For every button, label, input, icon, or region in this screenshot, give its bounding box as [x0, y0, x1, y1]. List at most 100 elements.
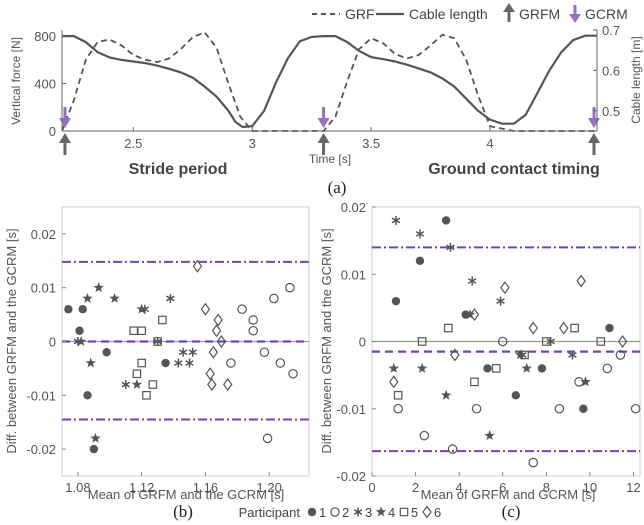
legend-gcrm-label: GCRM — [585, 6, 628, 22]
data-point-p2 — [419, 430, 430, 441]
data-point-p4 — [440, 389, 452, 400]
panel-c-axes: 0 2 4 6 8 10 12 -0.02 -0.01 0 0.01 0.02 — [336, 200, 640, 495]
panel-a-ylabel: Vertical force [N] — [9, 37, 23, 125]
legend-grfm-arrow-icon — [503, 3, 515, 22]
data-point-p1 — [537, 364, 547, 373]
data-point-p2 — [288, 368, 298, 379]
data-point-p1 — [161, 358, 170, 368]
data-point-p2 — [285, 282, 295, 293]
panel-c-xlabel: Mean of GRFM and GCRM [s] — [421, 487, 596, 502]
data-point-p5 — [443, 323, 453, 333]
data-point-p4 — [131, 379, 143, 389]
data-point-p5 — [153, 337, 162, 346]
x-tick-label: 10 — [583, 480, 597, 495]
legend-grfm-label: GRFM — [519, 6, 560, 22]
data-point-p2 — [237, 304, 247, 315]
data-point-p1 — [511, 391, 521, 400]
stride-period-note: Stride period — [129, 161, 228, 178]
data-point-p4 — [514, 349, 526, 360]
y-tick-label: 0 — [49, 335, 56, 350]
legend-marker-open-square — [399, 507, 409, 517]
panel-c-reference-lines — [372, 246, 640, 453]
data-point-p6 — [222, 378, 233, 392]
y-tick-label: -0.01 — [336, 402, 366, 417]
data-point-p5 — [148, 380, 158, 389]
data-point-p1 — [391, 296, 401, 306]
data-point-p2 — [226, 358, 236, 368]
data-point-p5 — [542, 337, 551, 346]
x-tick-label: 4 — [456, 480, 463, 495]
legend-gcrm-arrow-icon — [569, 5, 581, 23]
legend-participant-label: 5 — [411, 505, 418, 520]
legend-marker-open-diamond — [422, 505, 432, 519]
y2-tick-label: 0.5 — [602, 104, 620, 119]
data-point-p2 — [248, 315, 259, 325]
data-point-p4 — [580, 376, 591, 387]
panel-b-caption: (b) — [173, 502, 193, 521]
data-point-p3 — [188, 347, 197, 357]
x-tick-label: 1.12 — [129, 480, 154, 495]
series-cable-length-line — [62, 34, 597, 129]
data-point-p6 — [205, 367, 215, 381]
panel-a-y2label: Cable length [m] — [629, 36, 643, 123]
legend-participant-label: 2 — [342, 505, 349, 520]
data-point-p6 — [558, 321, 569, 335]
data-point-p3 — [467, 276, 477, 286]
data-point-p5 — [137, 358, 146, 368]
data-point-p6 — [617, 334, 628, 349]
data-point-p4 — [521, 362, 532, 373]
legend-cable-label: Cable length — [409, 6, 488, 22]
data-point-p5 — [137, 326, 146, 336]
y2-tick-label: 0.7 — [602, 23, 620, 38]
data-point-p3 — [546, 337, 555, 346]
panel-c-ylabel: Diff. between GRFM and the GCRM [s] — [319, 228, 334, 453]
panel-a-xlabel: Time [s] — [309, 152, 351, 166]
data-point-p3 — [121, 380, 131, 390]
data-point-p5 — [393, 391, 403, 400]
data-point-p2 — [471, 403, 482, 414]
data-point-p6 — [216, 334, 227, 349]
data-point-p1 — [89, 444, 99, 454]
data-point-p2 — [574, 377, 584, 387]
panel-b: 1.08 1.12 1.16 1.20 -0.02 -0.01 0 0.01 0.02 Mean… — [4, 206, 310, 521]
x-tick-label: 1.08 — [65, 480, 90, 495]
data-point-p4 — [93, 282, 104, 293]
data-point-p6 — [200, 302, 211, 316]
data-point-p6 — [528, 321, 538, 335]
data-point-p6 — [208, 345, 219, 359]
data-point-p5 — [520, 350, 529, 360]
y-tick-label: 0.01 — [341, 267, 366, 282]
data-point-p4 — [484, 430, 495, 441]
data-point-p6 — [192, 259, 203, 273]
top-legend: GRF Cable length GRFM GCRM — [312, 3, 628, 23]
data-point-p4 — [388, 362, 399, 373]
panel-a-axes: 2.5 3 3.5 4 0 400 800 0.5 0.6 0.7 — [34, 23, 620, 151]
ground-contact-note: Ground contact timing — [428, 161, 600, 178]
data-point-p5 — [570, 323, 579, 333]
data-point-p3 — [174, 358, 183, 368]
grfm-arrow-icon — [317, 133, 330, 155]
data-point-p6 — [469, 308, 480, 322]
x-tick-label: 3 — [249, 136, 256, 151]
data-point-p2 — [262, 433, 273, 444]
x-tick-label: 2 — [412, 480, 419, 495]
grfm-arrow-icon — [59, 133, 71, 155]
panel-a-caption: (a) — [328, 178, 347, 197]
data-point-p2 — [275, 358, 286, 368]
data-point-p5 — [596, 337, 606, 346]
data-point-p6 — [500, 281, 510, 295]
legend-participant-label: 6 — [434, 505, 441, 520]
data-point-p3 — [153, 337, 162, 346]
data-point-p3 — [391, 215, 401, 225]
y-tick-label: 0 — [49, 124, 56, 139]
legend-grf-label: GRF — [345, 6, 375, 22]
panel-a-plot-area — [62, 30, 597, 131]
data-point-p5 — [132, 369, 142, 379]
data-point-p6 — [450, 348, 460, 362]
participant-legend: Participant 1 2 3 4 5 6 — [239, 505, 442, 520]
data-point-p5 — [470, 377, 479, 387]
data-point-p1 — [605, 323, 614, 333]
legend-marker-filled-circle — [307, 507, 317, 517]
